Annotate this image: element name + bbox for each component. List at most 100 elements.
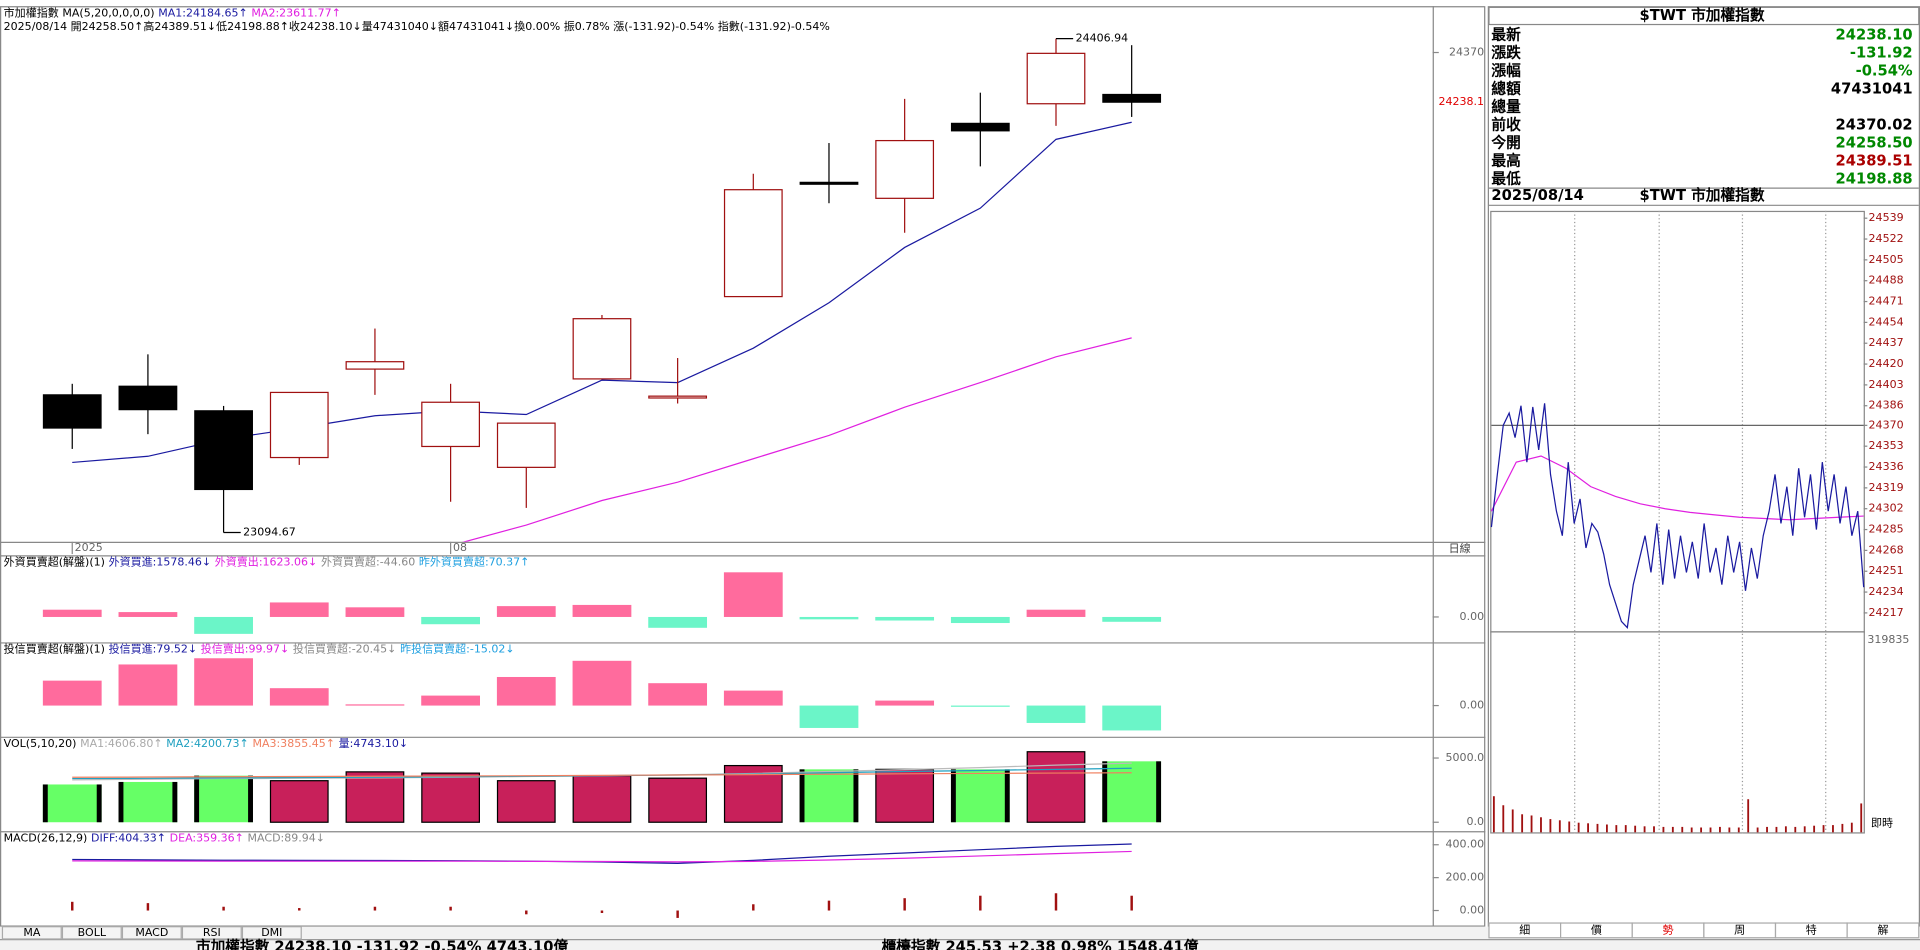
y-tick-label: 24268: [1869, 543, 1904, 556]
candle-body: [723, 189, 783, 298]
quote-title: $TWT 市加權指數: [1640, 6, 1765, 24]
quote-value: 24389.51: [1836, 153, 1913, 170]
flow-bar: [572, 660, 632, 706]
quote-label: 最新: [1491, 26, 1521, 44]
candle-body: [345, 361, 405, 370]
intraday-tab-label[interactable]: 價: [1591, 922, 1602, 936]
volume-bar: [799, 769, 859, 823]
intraday-tab-label[interactable]: 周: [1734, 923, 1745, 936]
y-tick-label: 200.00: [1446, 871, 1485, 884]
volume-bar: [194, 775, 253, 823]
indicator-tab[interactable]: [241, 926, 302, 940]
ma2-line: [462, 337, 1132, 542]
flow-bar: [496, 606, 556, 617]
volume-bar-edge: [248, 775, 253, 823]
volume-bar-edge: [118, 781, 124, 823]
candle-body: [950, 122, 1010, 132]
low-label: 23094.67: [243, 526, 296, 539]
legend-item: MA1:24184.65↑: [158, 6, 248, 19]
flow-bar: [496, 676, 556, 706]
chart-layer: 市加權指數 MA(5,20,0,0,0,0) MA1:24184.65↑ MA2:23…: [1, 5, 1920, 950]
candle-body: [572, 318, 632, 380]
flow-bar: [1026, 705, 1086, 723]
legend-item: DEA:359.36↑: [170, 831, 244, 844]
candle-body: [421, 401, 481, 448]
macd-bar: [1054, 893, 1058, 911]
quote-label: 總額: [1491, 80, 1521, 98]
indicator-tab[interactable]: [121, 926, 182, 940]
y-tick-label: 24285: [1869, 523, 1904, 536]
quote-value: -131.92: [1850, 45, 1913, 62]
macd-bar: [373, 906, 377, 911]
legend-item: 昨投信買賣超:-15.02↓: [400, 642, 514, 656]
legend-item: 投信買賣超:-20.45↓: [293, 642, 396, 656]
legend-item: 外資賣出:1623.06↓: [215, 555, 318, 569]
indicator-tab-label[interactable]: MA: [23, 926, 40, 939]
quote-value: 24198.88: [1836, 171, 1913, 188]
quote-title-bar: [1488, 6, 1920, 26]
period-label: 日線: [1449, 541, 1471, 555]
legend-item: 昨外資買賣超:70.37↑: [419, 555, 530, 569]
status-text: 市加權指數 24238.10 -131.92 -0.54% 4743.10億: [196, 938, 569, 950]
volume-bar: [875, 768, 935, 823]
macd-bar: [600, 910, 604, 913]
candle-body: [269, 391, 329, 459]
volume-ma3-line: [72, 772, 1132, 778]
y-tick-label: 24471: [1869, 295, 1904, 308]
intraday-tab-label[interactable]: 解: [1877, 922, 1888, 936]
indicator-tab-label[interactable]: MACD: [135, 926, 168, 939]
flow-bar: [723, 690, 783, 706]
volume-bar: [648, 777, 708, 823]
flow-bar: [875, 700, 935, 706]
legend-item: MA2:4200.73↑: [166, 737, 249, 750]
y-tick-label: 24319: [1869, 481, 1904, 494]
intraday-tab-label[interactable]: 特: [1806, 922, 1817, 936]
indicator-tab[interactable]: [181, 926, 242, 940]
quote-value: 24370.02: [1836, 117, 1913, 134]
volume-bar: [1102, 761, 1162, 823]
indicator-tab[interactable]: [61, 926, 122, 940]
indicator-tab[interactable]: [1, 926, 62, 940]
flow-bar: [269, 602, 329, 617]
volume-bar-edge: [1156, 761, 1162, 823]
indicator-tab-label[interactable]: RSI: [203, 926, 221, 939]
candle-body: [194, 410, 253, 491]
flow-bar: [118, 664, 178, 706]
quote-value: 24258.50: [1836, 135, 1913, 152]
flow-bar: [950, 705, 1010, 707]
macd-bar: [525, 910, 528, 915]
volume-bar-edge: [853, 769, 859, 823]
intraday-tab-label[interactable]: 細: [1519, 923, 1530, 936]
y-tick-label: 24353: [1869, 439, 1904, 452]
y-tick-label: 0.00: [1460, 610, 1485, 623]
quote-label: 今開: [1490, 134, 1520, 152]
legend-item: 外資買賣超:-44.60: [321, 555, 415, 569]
legend-item: MA1:4606.80↑: [80, 737, 163, 750]
average-line: [1490, 455, 1864, 521]
legend-item: MACD:89.94↓: [248, 831, 325, 844]
volume-bar: [950, 769, 1010, 823]
intraday-tab-label[interactable]: 勢: [1663, 922, 1674, 936]
flow-bar: [118, 612, 178, 617]
legend-item: 外資買賣超(解盤)(1): [4, 555, 105, 569]
volume-bar: [42, 784, 102, 823]
y-tick-label: 24370: [1869, 418, 1904, 431]
y-tick-label: 5000.0: [1446, 751, 1485, 764]
flow-bar: [648, 683, 708, 706]
macd-bar: [71, 901, 74, 911]
indicator-tab-label[interactable]: BOLL: [78, 926, 107, 939]
y-tick-label: 24336: [1869, 460, 1904, 473]
legend-item: MA(5,20,0,0,0,0): [62, 6, 154, 19]
y-tick-label: 24488: [1869, 274, 1904, 287]
flow-bar: [648, 616, 708, 628]
info-line: 2025/08/14 開24258.50↑高24389.51↓低24198.88…: [4, 19, 830, 33]
intraday-tab[interactable]: [1846, 922, 1920, 939]
x-tick-label: 08: [453, 541, 467, 554]
indicator-tab-label[interactable]: DMI: [261, 926, 282, 939]
legend-item: 投信買賣超(解盤)(1): [4, 642, 105, 656]
macd-bar: [298, 908, 301, 911]
volume-bar-edge: [172, 781, 178, 823]
flow-bar: [1102, 616, 1162, 622]
legend-item: 投信賣出:99.97↓: [201, 642, 289, 656]
